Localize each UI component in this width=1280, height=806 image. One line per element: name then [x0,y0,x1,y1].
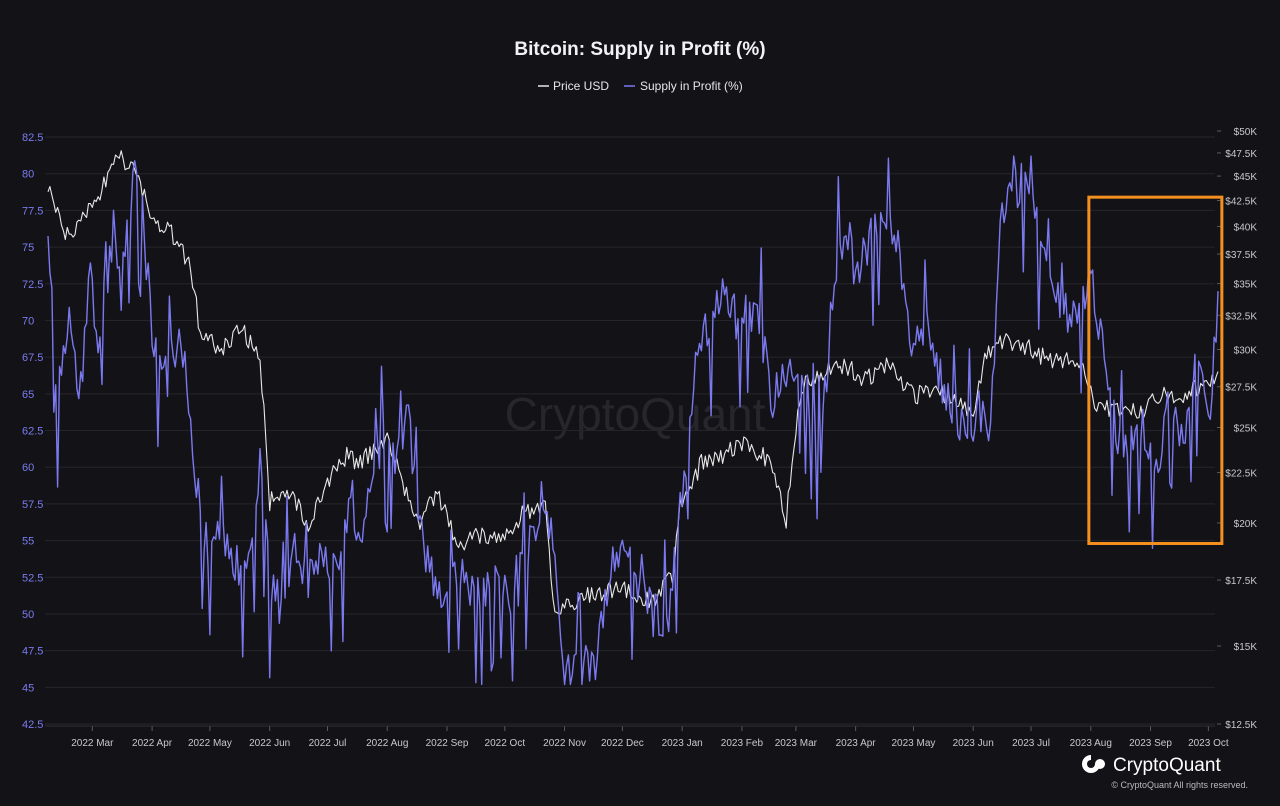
right-tick-label: $45K [1234,172,1258,183]
legend-label-price: Price USD [553,79,609,93]
left-tick-label: 82.5 [22,132,43,144]
x-tick-label: 2022 Oct [485,738,526,749]
copyright-text: © CryptoQuant All rights reserved. [1111,780,1248,790]
annotations [1087,195,1224,545]
x-tick-label: 2022 Sep [426,738,469,749]
x-tick-label: 2023 Apr [836,738,877,749]
x-tick-label: 2022 Apr [132,738,173,749]
footer-brand: CryptoQuant © CryptoQuant All rights res… [1082,755,1248,790]
x-tick-label: 2022 Aug [366,738,408,749]
legend-item-supply[interactable]: Supply in Profit (%) [624,79,743,93]
left-tick-label: 62.5 [22,426,43,438]
x-axis-ticks: 2022 Mar 2022 Apr 2022 May 2022 Jun 2022 Jul… [71,726,1229,749]
right-tick-label: $20K [1234,519,1258,530]
left-tick-label: 75 [22,242,34,254]
x-tick-label: 2023 Aug [1070,738,1112,749]
x-tick-label: 2023 Feb [721,738,764,749]
right-tick-label: $37.5K [1225,250,1257,261]
left-tick-label: 80 [22,169,34,181]
right-tick-label: $15K [1234,642,1258,653]
cryptoquant-logo-icon [1082,755,1105,773]
left-tick-label: 77.5 [22,205,43,217]
left-tick-label: 70 [22,315,34,327]
left-tick-label: 67.5 [22,352,43,364]
series-line-price-usd [47,150,1219,615]
x-tick-label: 2023 Oct [1188,738,1229,749]
series-line-supply-in-profit [47,155,1219,686]
right-axis-ticks: $50K $47.5K $45K $42.5K $40K $37.5K $35K $32.5K… [1217,127,1257,731]
brand-name: CryptoQuant [1113,755,1221,776]
x-tick-label: 2022 Jul [309,738,347,749]
x-tick-label: 2022 Dec [601,738,644,749]
legend-label-supply: Supply in Profit (%) [640,79,743,93]
left-tick-label: 55 [22,536,34,548]
x-tick-label: 2023 May [891,738,935,749]
right-tick-label: $27.5K [1225,383,1257,394]
series [47,150,1219,686]
right-tick-label: $35K [1234,280,1258,291]
legend: Price USD Supply in Profit (%) [538,79,743,93]
left-tick-label: 72.5 [22,279,43,291]
left-tick-label: 57.5 [22,499,43,511]
left-tick-label: 60 [22,462,34,474]
right-tick-label: $50K [1234,127,1258,138]
right-tick-label: $22.5K [1225,469,1257,480]
x-tick-label: 2022 Nov [543,738,586,749]
left-tick-label: 52.5 [22,572,43,584]
grid [45,136,1215,725]
x-tick-label: 2023 Jun [953,738,994,749]
right-tick-label: $40K [1234,222,1258,233]
x-tick-label: 2023 Jul [1012,738,1050,749]
x-tick-label: 2023 Jan [662,738,703,749]
x-tick-label: 2022 Mar [71,738,114,749]
left-tick-label: 45 [22,682,34,694]
right-tick-label: $25K [1234,424,1258,435]
right-tick-label: $32.5K [1225,311,1257,322]
left-tick-label: 42.5 [22,719,43,731]
right-tick-label: $17.5K [1225,576,1257,587]
left-tick-label: 65 [22,389,34,401]
right-tick-label: $30K [1234,346,1258,357]
right-tick-label: $42.5K [1225,197,1257,208]
x-tick-label: 2023 Sep [1129,738,1172,749]
left-tick-label: 47.5 [22,646,43,658]
legend-item-price[interactable]: Price USD [538,79,609,93]
watermark: CryptoQuant [505,388,766,440]
x-tick-label: 2023 Mar [775,738,818,749]
x-tick-label: 2022 Jun [249,738,290,749]
right-tick-label: $47.5K [1225,149,1257,160]
x-tick-label: 2022 May [188,738,232,749]
highlight-box [1087,195,1224,545]
left-tick-label: 50 [22,609,34,621]
right-tick-label: $12.5K [1225,720,1257,731]
left-axis-ticks: 82.5 80 77.5 75 72.5 70 67.5 65 62.5 60 57.5 55 52.5… [22,132,43,731]
chart-title: Bitcoin: Supply in Profit (%) [514,39,765,60]
